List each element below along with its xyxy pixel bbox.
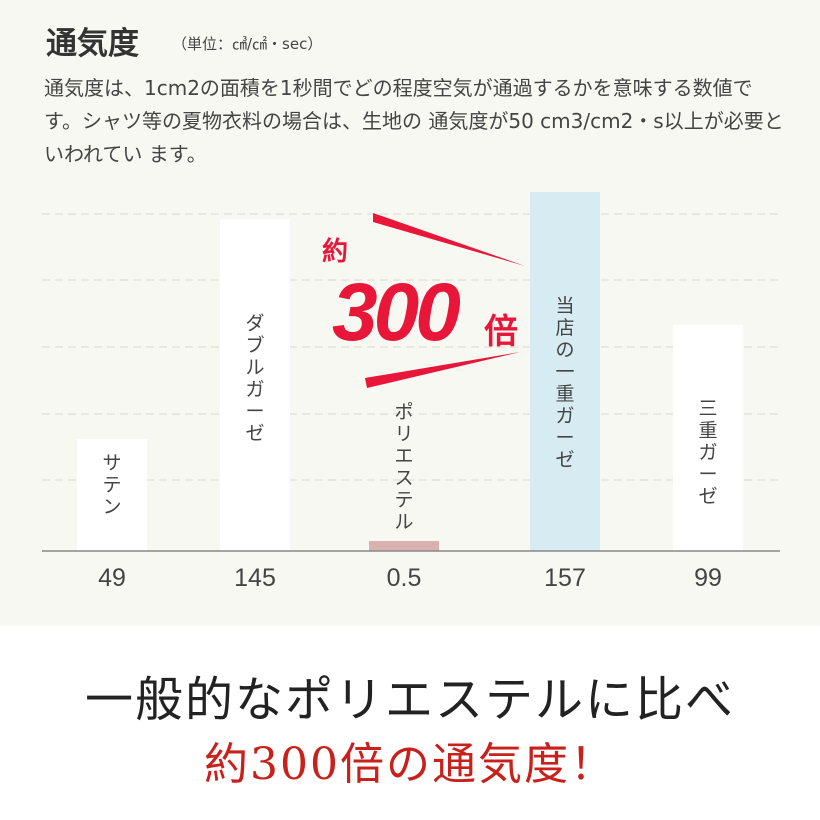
- category-label: ー: [555, 427, 574, 449]
- unit-label: （単位：㎤/㎠・sec）: [172, 35, 323, 53]
- category-label: テ: [394, 489, 413, 511]
- category-label: ル: [394, 511, 413, 533]
- category-label: 重: [698, 420, 717, 442]
- category-label: 重: [555, 383, 574, 405]
- category-label: ガ: [555, 405, 574, 427]
- category-label: ン: [102, 496, 121, 518]
- category-label: サ: [102, 452, 121, 474]
- annotation-number: 300: [332, 267, 460, 358]
- category-label: 三: [698, 398, 717, 420]
- page-title: 通気度: [46, 26, 139, 62]
- category-label: の: [555, 339, 574, 361]
- bar: [77, 438, 147, 551]
- description: 通気度は、1cm2の面積を1秒間でどの程度空気が通過するかを意味する数値です。シ…: [44, 76, 784, 166]
- category-label: 店: [555, 317, 574, 339]
- category-label: ダ: [245, 312, 264, 334]
- annotation-suffix: 倍: [484, 312, 518, 352]
- bar-chart: 49サテン145ダブルガーゼ0.5ポリエステル157当店の一重ガーゼ99三重ガー…: [42, 192, 780, 592]
- category-label: リ: [394, 423, 413, 445]
- category-label: テ: [102, 474, 121, 496]
- category-label: ー: [698, 464, 717, 486]
- value-label: 0.5: [387, 564, 422, 592]
- category-label: ガ: [698, 442, 717, 464]
- category-label: ポ: [394, 401, 413, 423]
- category-label: ゼ: [555, 449, 574, 471]
- value-label: 157: [544, 564, 586, 592]
- category-label: ゼ: [698, 486, 717, 508]
- category-label: ゼ: [245, 422, 264, 444]
- category-label: 一: [555, 361, 574, 383]
- burst-line-top: [373, 213, 525, 266]
- bar: [220, 219, 290, 551]
- category-label: 当: [555, 295, 574, 317]
- category-label: ー: [245, 400, 264, 422]
- headline-highlight: 約300倍の通気度！: [204, 739, 616, 790]
- category-label: エ: [394, 445, 413, 467]
- category-label: ブ: [245, 333, 264, 356]
- headline: 一般的なポリエステルに比べ: [84, 672, 735, 728]
- value-label: 49: [98, 564, 126, 592]
- category-label: ガ: [245, 378, 264, 400]
- value-label: 99: [694, 564, 722, 592]
- value-label: 145: [234, 564, 276, 592]
- bar: [530, 192, 600, 551]
- bar: [673, 324, 743, 551]
- bar: [369, 541, 439, 551]
- burst-line-bottom: [365, 352, 520, 388]
- annotation-prefix: 約: [322, 236, 348, 267]
- category-label: ス: [394, 467, 413, 489]
- category-label: ル: [245, 356, 264, 378]
